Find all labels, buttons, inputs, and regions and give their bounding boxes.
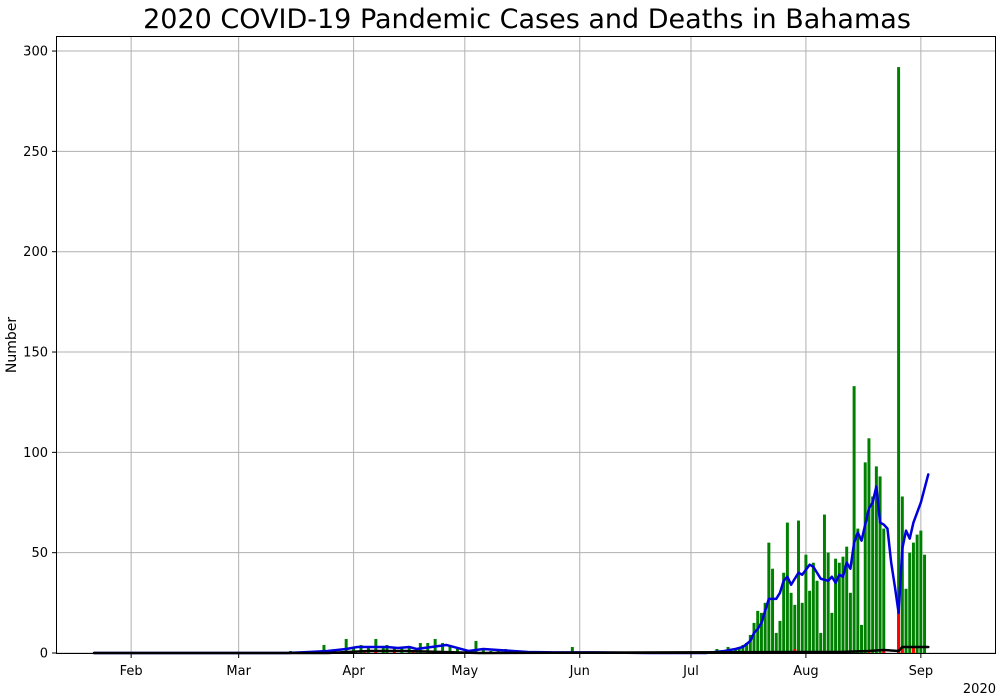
bar <box>826 552 830 653</box>
chart-title: 2020 COVID-19 Pandemic Cases and Deaths … <box>143 4 911 35</box>
bar <box>800 602 804 653</box>
bar <box>811 562 815 653</box>
bar <box>804 554 808 653</box>
y-tick-label: 100 <box>23 446 48 461</box>
bar <box>897 67 901 654</box>
y-tick-label: 150 <box>23 346 48 361</box>
bar <box>867 438 871 653</box>
bar <box>871 496 875 653</box>
bar <box>911 646 915 653</box>
bar <box>752 622 756 653</box>
bar <box>874 466 878 653</box>
grid <box>57 37 995 654</box>
bar <box>455 648 459 653</box>
bar <box>919 530 923 653</box>
bar <box>863 462 867 653</box>
plot-frame <box>56 36 996 654</box>
bar <box>900 648 904 653</box>
x-tick-label: Apr <box>342 664 365 679</box>
bar <box>793 604 797 653</box>
bar-series-0 <box>289 67 927 654</box>
lines <box>92 473 930 655</box>
y-tick-label: 50 <box>31 546 48 561</box>
bar <box>923 554 927 653</box>
bar <box>789 592 793 653</box>
x-tick-label: Aug <box>793 664 818 679</box>
bar <box>882 528 886 653</box>
y-tick-label: 200 <box>23 245 48 260</box>
bar <box>737 646 741 653</box>
bar <box>856 528 860 653</box>
bar <box>745 642 749 653</box>
y-axis-label: Number <box>4 317 20 373</box>
bar <box>448 644 452 653</box>
bar <box>352 646 356 653</box>
bar <box>897 608 901 653</box>
bar <box>763 602 767 653</box>
y-tick-label: 0 <box>40 647 48 662</box>
bar <box>808 590 812 653</box>
x-tick-label: Sep <box>909 664 934 679</box>
bar <box>819 632 823 653</box>
bar <box>911 542 915 653</box>
bar <box>822 514 826 653</box>
line-series-3 <box>92 645 930 655</box>
bar <box>860 624 864 653</box>
x-tick-label: Jul <box>682 664 699 679</box>
x-tick-label: Mar <box>226 664 251 679</box>
bar <box>756 610 760 653</box>
bar <box>385 644 389 653</box>
bar <box>481 648 485 653</box>
bar <box>748 634 752 653</box>
x-tick-label: Jun <box>569 664 590 679</box>
bar <box>344 638 348 653</box>
bar <box>359 644 363 653</box>
bar <box>797 520 800 653</box>
year-label: 2020 <box>963 682 996 697</box>
bar <box>741 644 745 653</box>
y-axis: 0 50 100 150 200 250 300 <box>23 45 57 662</box>
bar <box>841 556 845 653</box>
bar <box>878 476 882 653</box>
bar <box>908 552 912 653</box>
bar <box>778 620 782 653</box>
line-series-2 <box>92 473 930 655</box>
x-tick-label: May <box>451 664 478 679</box>
bar <box>815 580 819 653</box>
bar <box>848 592 852 653</box>
bar <box>322 644 326 653</box>
bar <box>915 534 919 653</box>
bar <box>904 588 908 653</box>
bar <box>774 632 778 653</box>
bar <box>441 642 445 653</box>
bar <box>837 562 841 653</box>
bar <box>771 568 775 653</box>
bar <box>570 646 574 653</box>
bar <box>830 612 834 653</box>
bar <box>900 496 904 653</box>
x-axis: Feb Mar Apr May Jun Jul Aug Sep <box>120 653 933 679</box>
y-tick-label: 300 <box>23 45 48 60</box>
bar <box>834 558 838 653</box>
bar <box>852 386 856 653</box>
y-tick-label: 250 <box>23 145 48 160</box>
bar <box>759 612 763 653</box>
bar <box>845 546 849 653</box>
bar <box>785 522 789 653</box>
bar <box>782 572 786 653</box>
bar <box>474 640 478 653</box>
x-tick-label: Feb <box>120 664 143 679</box>
bars <box>289 67 927 654</box>
